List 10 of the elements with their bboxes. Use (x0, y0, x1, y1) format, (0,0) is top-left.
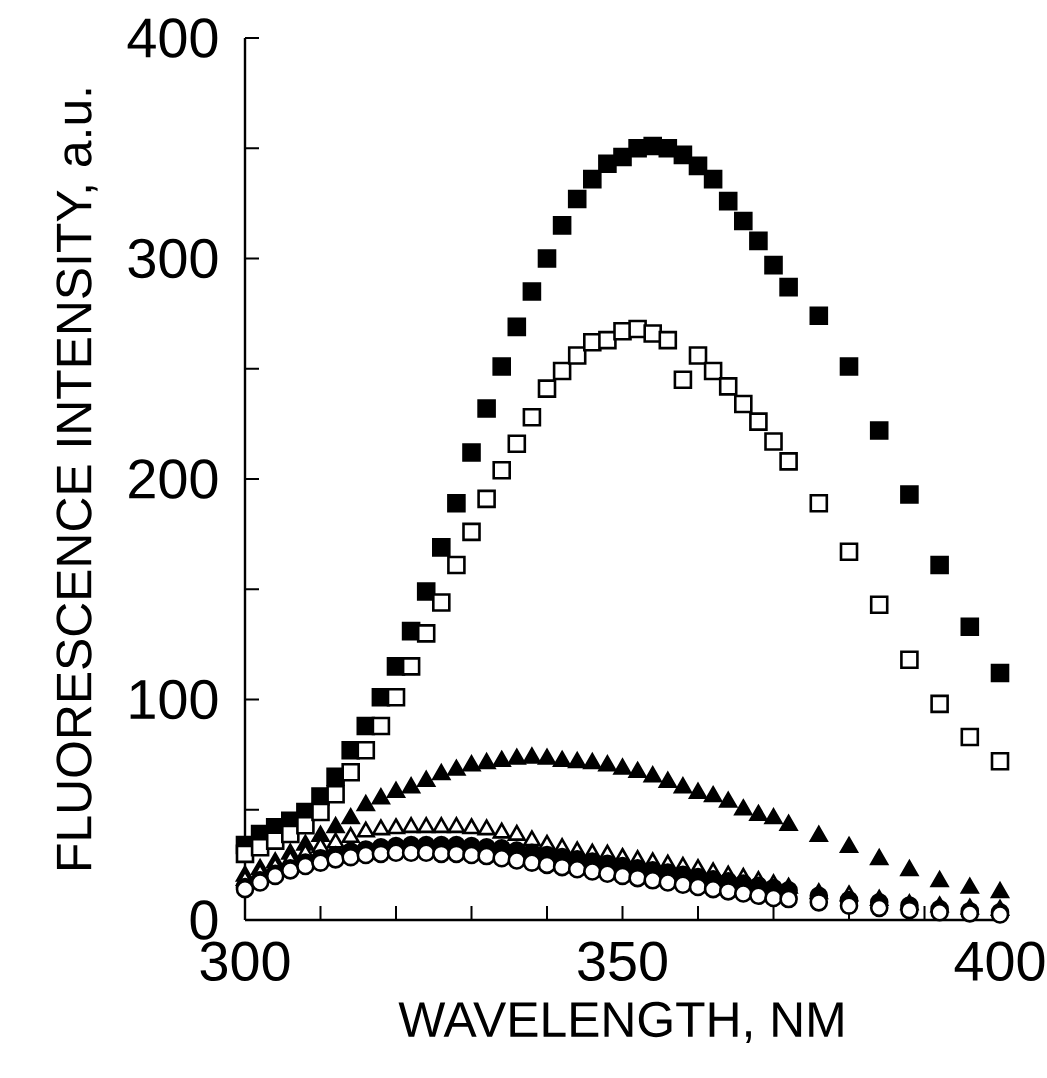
y-tick-label: 200 (129, 459, 218, 499)
x-tick-label: 400 (954, 941, 1045, 982)
y-axis-title: FLUORESCENCE INTENSITY, a.u. (56, 89, 98, 869)
x-axis-title: WAVELENGTH, NM (398, 1001, 843, 1044)
y-tick-label: 0 (190, 900, 218, 940)
x-tick-label: 350 (578, 941, 667, 982)
y-tick-label: 400 (127, 18, 218, 58)
x-tick-label: 300 (200, 941, 290, 982)
y-tick-label: 300 (128, 238, 218, 279)
y-tick-label: 100 (130, 679, 218, 720)
